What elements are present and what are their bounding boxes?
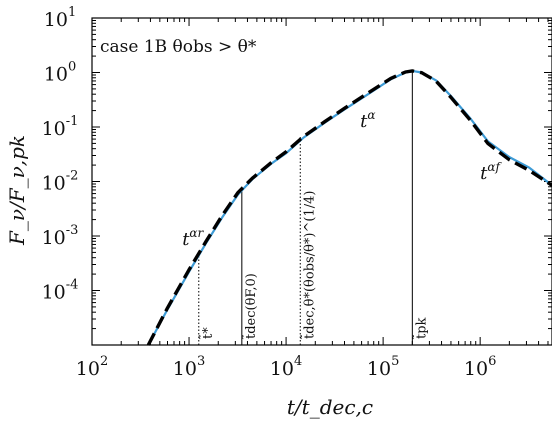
y-tick-label: 100 [44,60,76,86]
slope-label: tαf [480,160,502,184]
y-tick-label: 10-2 [42,169,79,195]
slope-label: tα [360,108,375,132]
reference-vline-label: t̃dec,θ*(θobs/θ*)^(1/4) [300,191,317,340]
y-axis-label: F_ν/F_ν,pk [5,135,29,246]
y-tick-label: 10-3 [42,223,79,249]
y-tick-label: 101 [44,5,76,31]
plot-background [92,18,552,345]
y-tick-label: 10-4 [42,278,79,304]
reference-vline-label: t̃* [199,327,216,340]
x-tick-label: 105 [367,354,399,380]
x-tick-label: 103 [173,354,205,380]
plot-frame [91,17,552,346]
reference-vline-label: t̃dec(θF,0) [242,273,259,340]
x-tick-label: 102 [76,354,108,380]
dashed-series-line [146,69,552,346]
x-tick-label: 106 [464,354,496,380]
series-layer [146,69,552,346]
x-axis-label: t/t_dec,c [287,395,373,419]
x-tick-label: 104 [270,354,302,380]
y-tick-label: 10-1 [42,114,79,140]
case-annotation: case 1B θobs > θ* [100,37,257,57]
slope-label: tαr [182,226,204,250]
vlines-layer [198,70,413,345]
labels-layer: 102 103 104 105 106 101 100 10-1 10-2 10-3 10-4 t̃*… [42,5,503,380]
reference-vline-label: t̃pk [413,317,430,339]
